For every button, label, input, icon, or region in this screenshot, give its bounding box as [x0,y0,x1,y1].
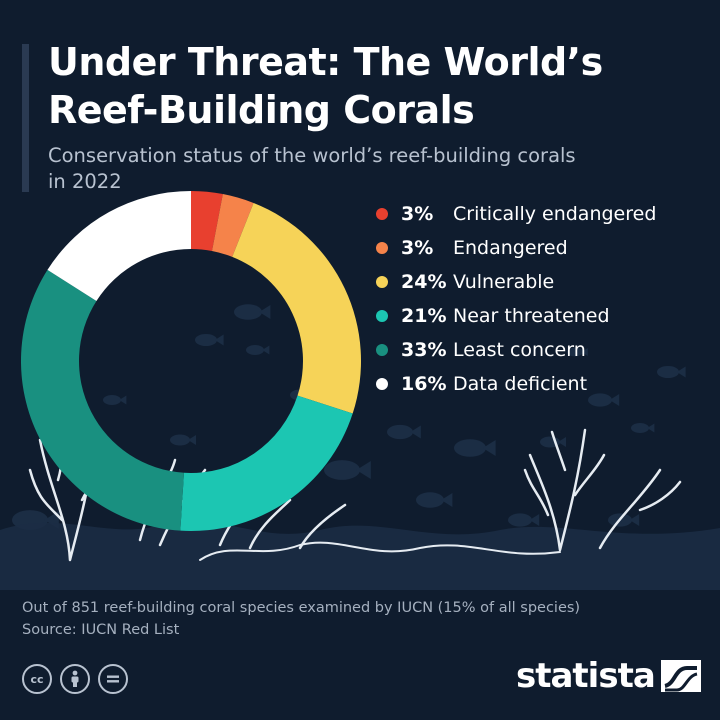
footnote: Out of 851 reef-building coral species e… [22,597,702,641]
fish-silhouette [246,345,270,355]
statista-brand[interactable]: statista [516,656,701,696]
legend-label: Endangered [453,237,568,259]
legend-label: Least concern [453,339,586,361]
chart-legend: 3% Critically endangered 3% Endangered 24% Vu… [376,197,706,401]
legend-item-vulnerable: 24% Vulnerable [376,265,706,299]
title-line-2: Reef-Building Corals [48,88,475,132]
fish-silhouette [195,333,224,347]
legend-item-endangered: 3% Endangered [376,231,706,265]
statista-logo-icon [660,660,701,692]
legend-swatch [376,310,388,322]
legend-swatch [376,208,388,220]
footnote-source: Source: IUCN Red List [22,622,180,638]
legend-value: 16% [401,373,447,395]
fish-silhouette [170,434,196,446]
subtitle-line-2: in 2022 [48,170,122,193]
legend-item-critically-endangered: 3% Critically endangered [376,197,706,231]
fish-silhouette [657,365,686,379]
attribution-icon[interactable] [60,664,90,694]
legend-value: 21% [401,305,447,327]
coral-outline-fan [523,428,682,552]
reef-silhouette [0,521,720,590]
fish-silhouette [454,439,496,457]
reef-illustration [0,304,720,590]
fish-silhouette [103,395,127,405]
title-accent-bar [22,44,29,192]
chart-title: Under Threat: The World’s Reef-Building … [48,38,688,134]
legend-swatch [376,344,388,356]
donut-chart [20,191,361,531]
license-icons: cc [22,664,128,694]
fish-silhouette [631,423,655,433]
brand-name: statista [516,656,656,696]
donut-slice-data-deficient[interactable] [47,191,192,301]
fish-silhouette [234,304,271,320]
cc-icon-text: cc [30,672,44,686]
fish-silhouette [588,393,620,407]
title-line-1: Under Threat: The World’s [48,40,603,84]
donut-slice-vulnerable[interactable] [232,202,361,414]
legend-label: Data deficient [453,373,588,395]
legend-item-near-threatened: 21% Near threatened [376,299,706,333]
donut-slice-critically-endangered[interactable] [191,191,223,251]
legend-value: 24% [401,271,447,293]
cc-icon[interactable]: cc [22,664,52,694]
legend-value: 3% [401,237,434,259]
seabed-line [199,541,561,561]
legend-value: 3% [401,203,434,225]
legend-label: Near threatened [453,305,610,327]
fish-silhouette [508,513,540,527]
legend-label: Critically endangered [453,203,657,225]
fish-silhouette [567,347,588,357]
no-derivatives-icon[interactable] [98,664,128,694]
legend-swatch [376,276,388,288]
legend-item-least-concern: 33% Least concern [376,333,706,367]
footnote-note: Out of 851 reef-building coral species e… [22,600,581,616]
subtitle-line-1: Conservation status of the world’s reef-… [48,144,576,167]
legend-swatch [376,242,388,254]
legend-item-data-deficient: 16% Data deficient [376,367,706,401]
attribution-person-icon [71,670,79,687]
equals-icon [107,675,119,683]
chart-subtitle: Conservation status of the world’s reef-… [48,143,688,195]
fish-silhouette [387,424,421,440]
donut-slice-endangered[interactable] [211,194,254,257]
donut-slice-near-threatened[interactable] [180,395,353,531]
donut-slice-least-concern[interactable] [20,269,184,531]
coral-outline-left [28,423,112,562]
legend-swatch [376,378,388,390]
fish-silhouette [416,492,453,508]
legend-value: 33% [401,339,447,361]
fish-silhouette [324,460,371,480]
legend-label: Vulnerable [453,271,555,293]
